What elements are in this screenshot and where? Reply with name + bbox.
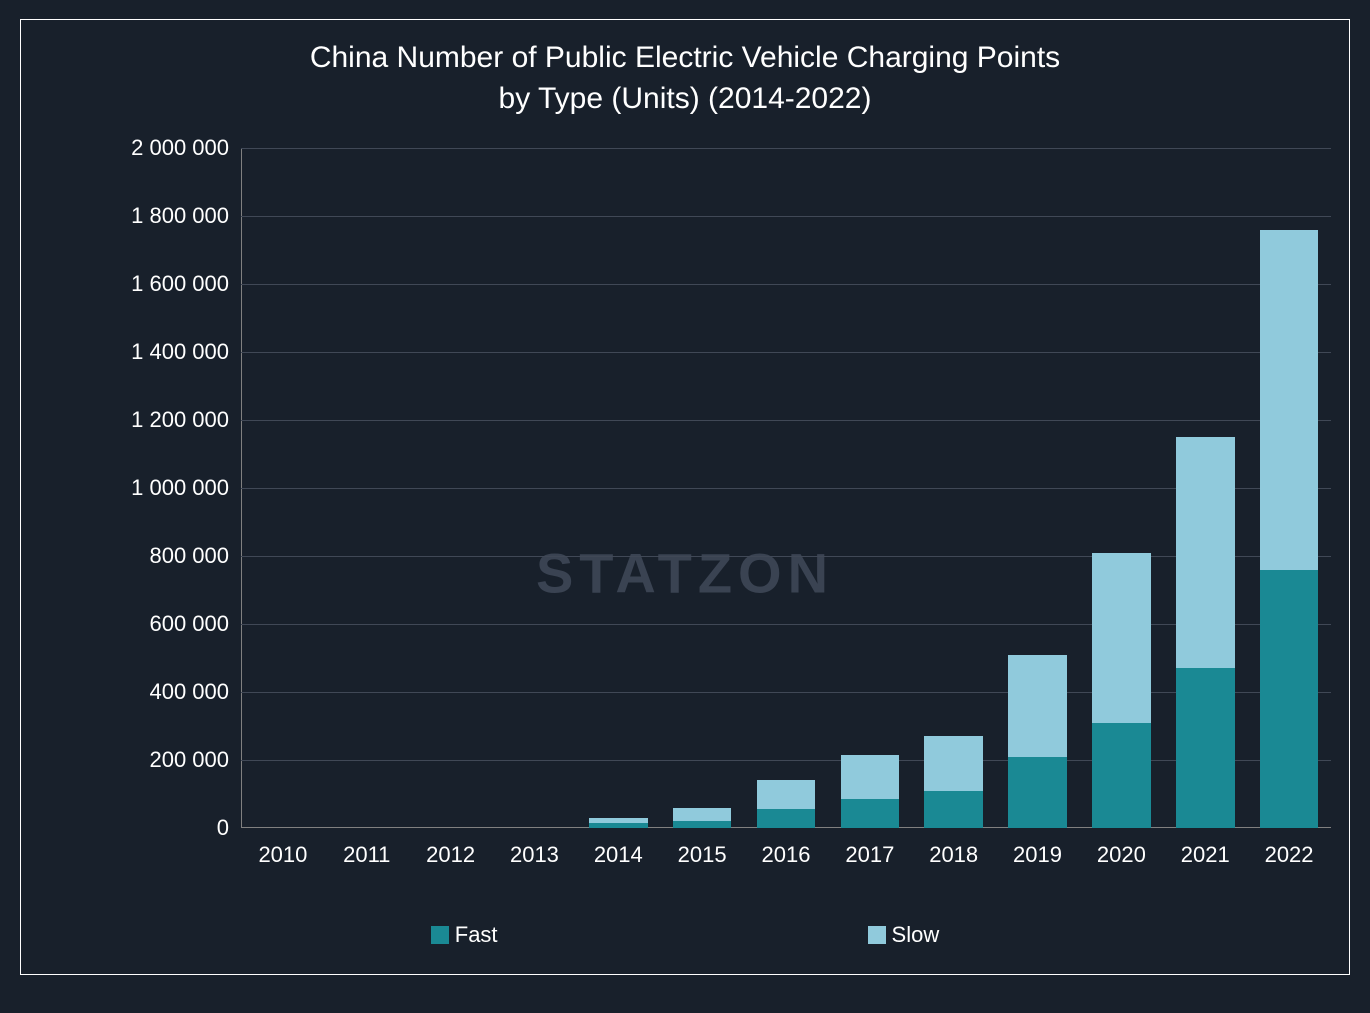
bar-segment-fast bbox=[757, 809, 816, 828]
legend-label: Fast bbox=[455, 922, 498, 948]
gridline bbox=[241, 488, 1331, 489]
bar-segment-fast bbox=[1092, 723, 1151, 828]
bar-segment-slow bbox=[757, 780, 816, 809]
x-tick-label: 2013 bbox=[510, 842, 559, 868]
bar-segment-fast bbox=[1260, 570, 1319, 828]
bar-segment-slow bbox=[1260, 230, 1319, 570]
bar-group bbox=[924, 736, 983, 828]
bar-group bbox=[1260, 230, 1319, 828]
gridline bbox=[241, 148, 1331, 149]
gridline bbox=[241, 420, 1331, 421]
bar-segment-fast bbox=[1008, 757, 1067, 828]
y-tick-label: 800 000 bbox=[149, 543, 229, 569]
y-tick-label: 0 bbox=[217, 815, 229, 841]
bar-group bbox=[757, 780, 816, 828]
gridline bbox=[241, 284, 1331, 285]
legend-item-fast[interactable]: Fast bbox=[431, 922, 498, 948]
bar-group bbox=[1092, 553, 1151, 828]
bar-segment-fast bbox=[841, 799, 900, 828]
bar-segment-slow bbox=[589, 818, 648, 823]
x-tick-label: 2011 bbox=[343, 842, 390, 868]
x-tick-label: 2010 bbox=[258, 842, 307, 868]
x-tick-label: 2016 bbox=[762, 842, 811, 868]
bar-segment-slow bbox=[1008, 655, 1067, 757]
y-tick-label: 600 000 bbox=[149, 611, 229, 637]
y-tick-label: 1 600 000 bbox=[131, 271, 229, 297]
gridline bbox=[241, 760, 1331, 761]
bar-group bbox=[1176, 437, 1235, 828]
bar-group bbox=[589, 818, 648, 828]
gridline bbox=[241, 692, 1331, 693]
legend-swatch bbox=[868, 926, 886, 944]
gridline bbox=[241, 216, 1331, 217]
gridline bbox=[241, 352, 1331, 353]
chart-title: China Number of Public Electric Vehicle … bbox=[21, 38, 1349, 119]
y-tick-label: 2 000 000 bbox=[131, 135, 229, 161]
gridline bbox=[241, 556, 1331, 557]
gridline bbox=[241, 624, 1331, 625]
x-tick-label: 2012 bbox=[426, 842, 475, 868]
legend-item-slow[interactable]: Slow bbox=[868, 922, 940, 948]
bar-group bbox=[673, 808, 732, 828]
y-tick-label: 1 000 000 bbox=[131, 475, 229, 501]
x-tick-label: 2020 bbox=[1097, 842, 1146, 868]
x-tick-label: 2017 bbox=[845, 842, 894, 868]
bar-segment-slow bbox=[1176, 437, 1235, 668]
x-tick-label: 2015 bbox=[678, 842, 727, 868]
bar-segment-fast bbox=[673, 821, 732, 828]
x-tick-label: 2019 bbox=[1013, 842, 1062, 868]
y-tick-label: 1 800 000 bbox=[131, 203, 229, 229]
bar-group bbox=[841, 755, 900, 828]
chart-frame: China Number of Public Electric Vehicle … bbox=[20, 19, 1350, 975]
bar-segment-fast bbox=[924, 791, 983, 828]
legend-swatch bbox=[431, 926, 449, 944]
chart-title-line1: China Number of Public Electric Vehicle … bbox=[310, 41, 1060, 74]
bar-segment-slow bbox=[673, 808, 732, 822]
x-tick-label: 2022 bbox=[1265, 842, 1314, 868]
x-tick-label: 2018 bbox=[929, 842, 978, 868]
bar-group bbox=[1008, 655, 1067, 828]
legend: Fast Slow bbox=[21, 922, 1349, 948]
bar-segment-slow bbox=[1092, 553, 1151, 723]
bar-segment-slow bbox=[924, 736, 983, 790]
bar-segment-slow bbox=[841, 755, 900, 799]
y-tick-label: 1 400 000 bbox=[131, 339, 229, 365]
plot-area: 0200 000400 000600 000800 0001 000 0001 … bbox=[241, 148, 1331, 828]
bar-segment-fast bbox=[1176, 668, 1235, 828]
x-tick-label: 2014 bbox=[594, 842, 643, 868]
legend-label: Slow bbox=[892, 922, 940, 948]
y-tick-label: 200 000 bbox=[149, 747, 229, 773]
bar-segment-fast bbox=[589, 823, 648, 828]
y-tick-label: 1 200 000 bbox=[131, 407, 229, 433]
chart-title-line2: by Type (Units) (2014-2022) bbox=[499, 82, 872, 115]
x-tick-label: 2021 bbox=[1181, 842, 1230, 868]
y-tick-label: 400 000 bbox=[149, 679, 229, 705]
